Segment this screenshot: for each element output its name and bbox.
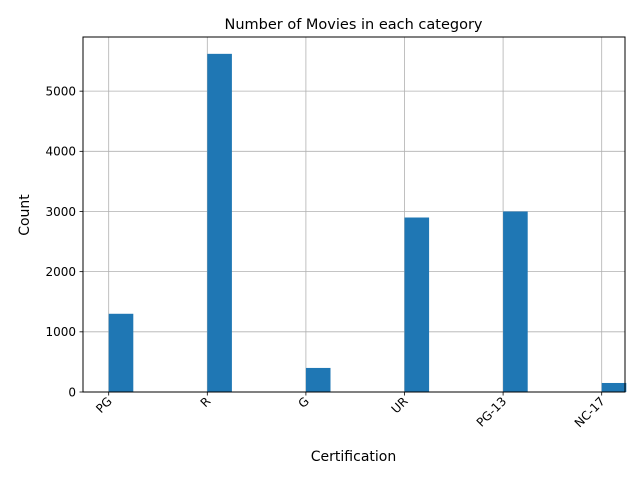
y-tick-label: 1000 (45, 325, 76, 339)
y-tick-label: 4000 (45, 145, 76, 159)
bar-g (305, 367, 331, 392)
bar-pg-13 (503, 211, 528, 392)
y-tick-label: 0 (68, 385, 76, 399)
y-tick-label: 5000 (45, 84, 76, 98)
y-tick-label: 3000 (45, 205, 76, 219)
plot-frame (82, 36, 626, 393)
x-axis-label: Certification (311, 449, 396, 465)
y-axis-label: Count (17, 194, 33, 236)
y-axis-ticks: 0 1000 2000 3000 4000 5000 (45, 84, 83, 399)
bar-nc-17 (601, 382, 627, 392)
bar-pg (108, 313, 134, 392)
bar-r (207, 53, 232, 392)
chart-title: Number of Movies in each category (224, 17, 482, 33)
bars (108, 53, 627, 392)
bar-ur (404, 217, 430, 392)
y-tick-label: 2000 (45, 265, 76, 279)
